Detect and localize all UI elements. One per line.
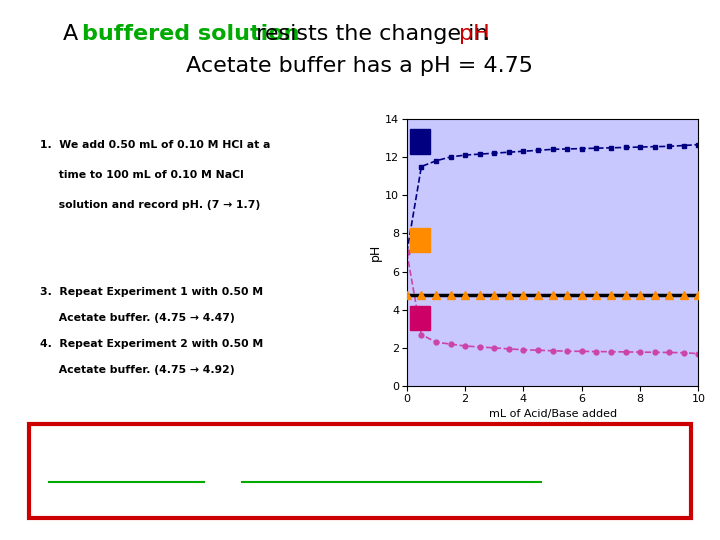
Text: 1.  We add 0.50 mL of 0.10 M HCl at a: 1. We add 0.50 mL of 0.10 M HCl at a — [40, 140, 270, 150]
Bar — [410, 228, 430, 253]
Text: Acetate buffer. (4.75 → 4.47): Acetate buffer. (4.75 → 4.47) — [40, 313, 234, 323]
Text: solution and record pH. (7 → 1.7): solution and record pH. (7 → 1.7) — [40, 200, 260, 210]
Text: resists the change in: resists the change in — [249, 24, 496, 44]
Text: pH: pH — [459, 24, 490, 44]
Text: 2.  Repeat the same experiment with: 2. Repeat the same experiment with — [40, 234, 266, 245]
Text: 3.  Repeat Experiment 1 with 0.50 M: 3. Repeat Experiment 1 with 0.50 M — [40, 287, 263, 297]
Text: time to 100 mL of 0.10 M NaCl: time to 100 mL of 0.10 M NaCl — [40, 170, 243, 180]
Text: Acetate buffer has a pH = 4.75: Acetate buffer has a pH = 4.75 — [186, 56, 534, 76]
Text: With a buffer: With a buffer — [49, 460, 245, 483]
Text: .: . — [482, 24, 490, 44]
Bar — [410, 130, 430, 153]
Text: the: the — [204, 460, 260, 483]
Text: Acetate buffer. (4.75 → 4.92): Acetate buffer. (4.75 → 4.92) — [40, 366, 234, 375]
Text: changes only slightly: changes only slightly — [267, 460, 575, 483]
Text: buffered solution: buffered solution — [82, 24, 300, 44]
Y-axis label: pH: pH — [369, 244, 382, 261]
Text: .: . — [543, 460, 552, 483]
Bar — [410, 306, 430, 330]
Text: 4.  Repeat Experiment 2 with 0.50 M: 4. Repeat Experiment 2 with 0.50 M — [40, 339, 263, 349]
Text: A: A — [63, 24, 86, 44]
Text: pH: pH — [242, 460, 281, 483]
Text: 0.10 M NaOH. (7 → 12.6): 0.10 M NaOH. (7 → 12.6) — [40, 261, 207, 271]
X-axis label: mL of Acid/Base added: mL of Acid/Base added — [489, 409, 616, 419]
